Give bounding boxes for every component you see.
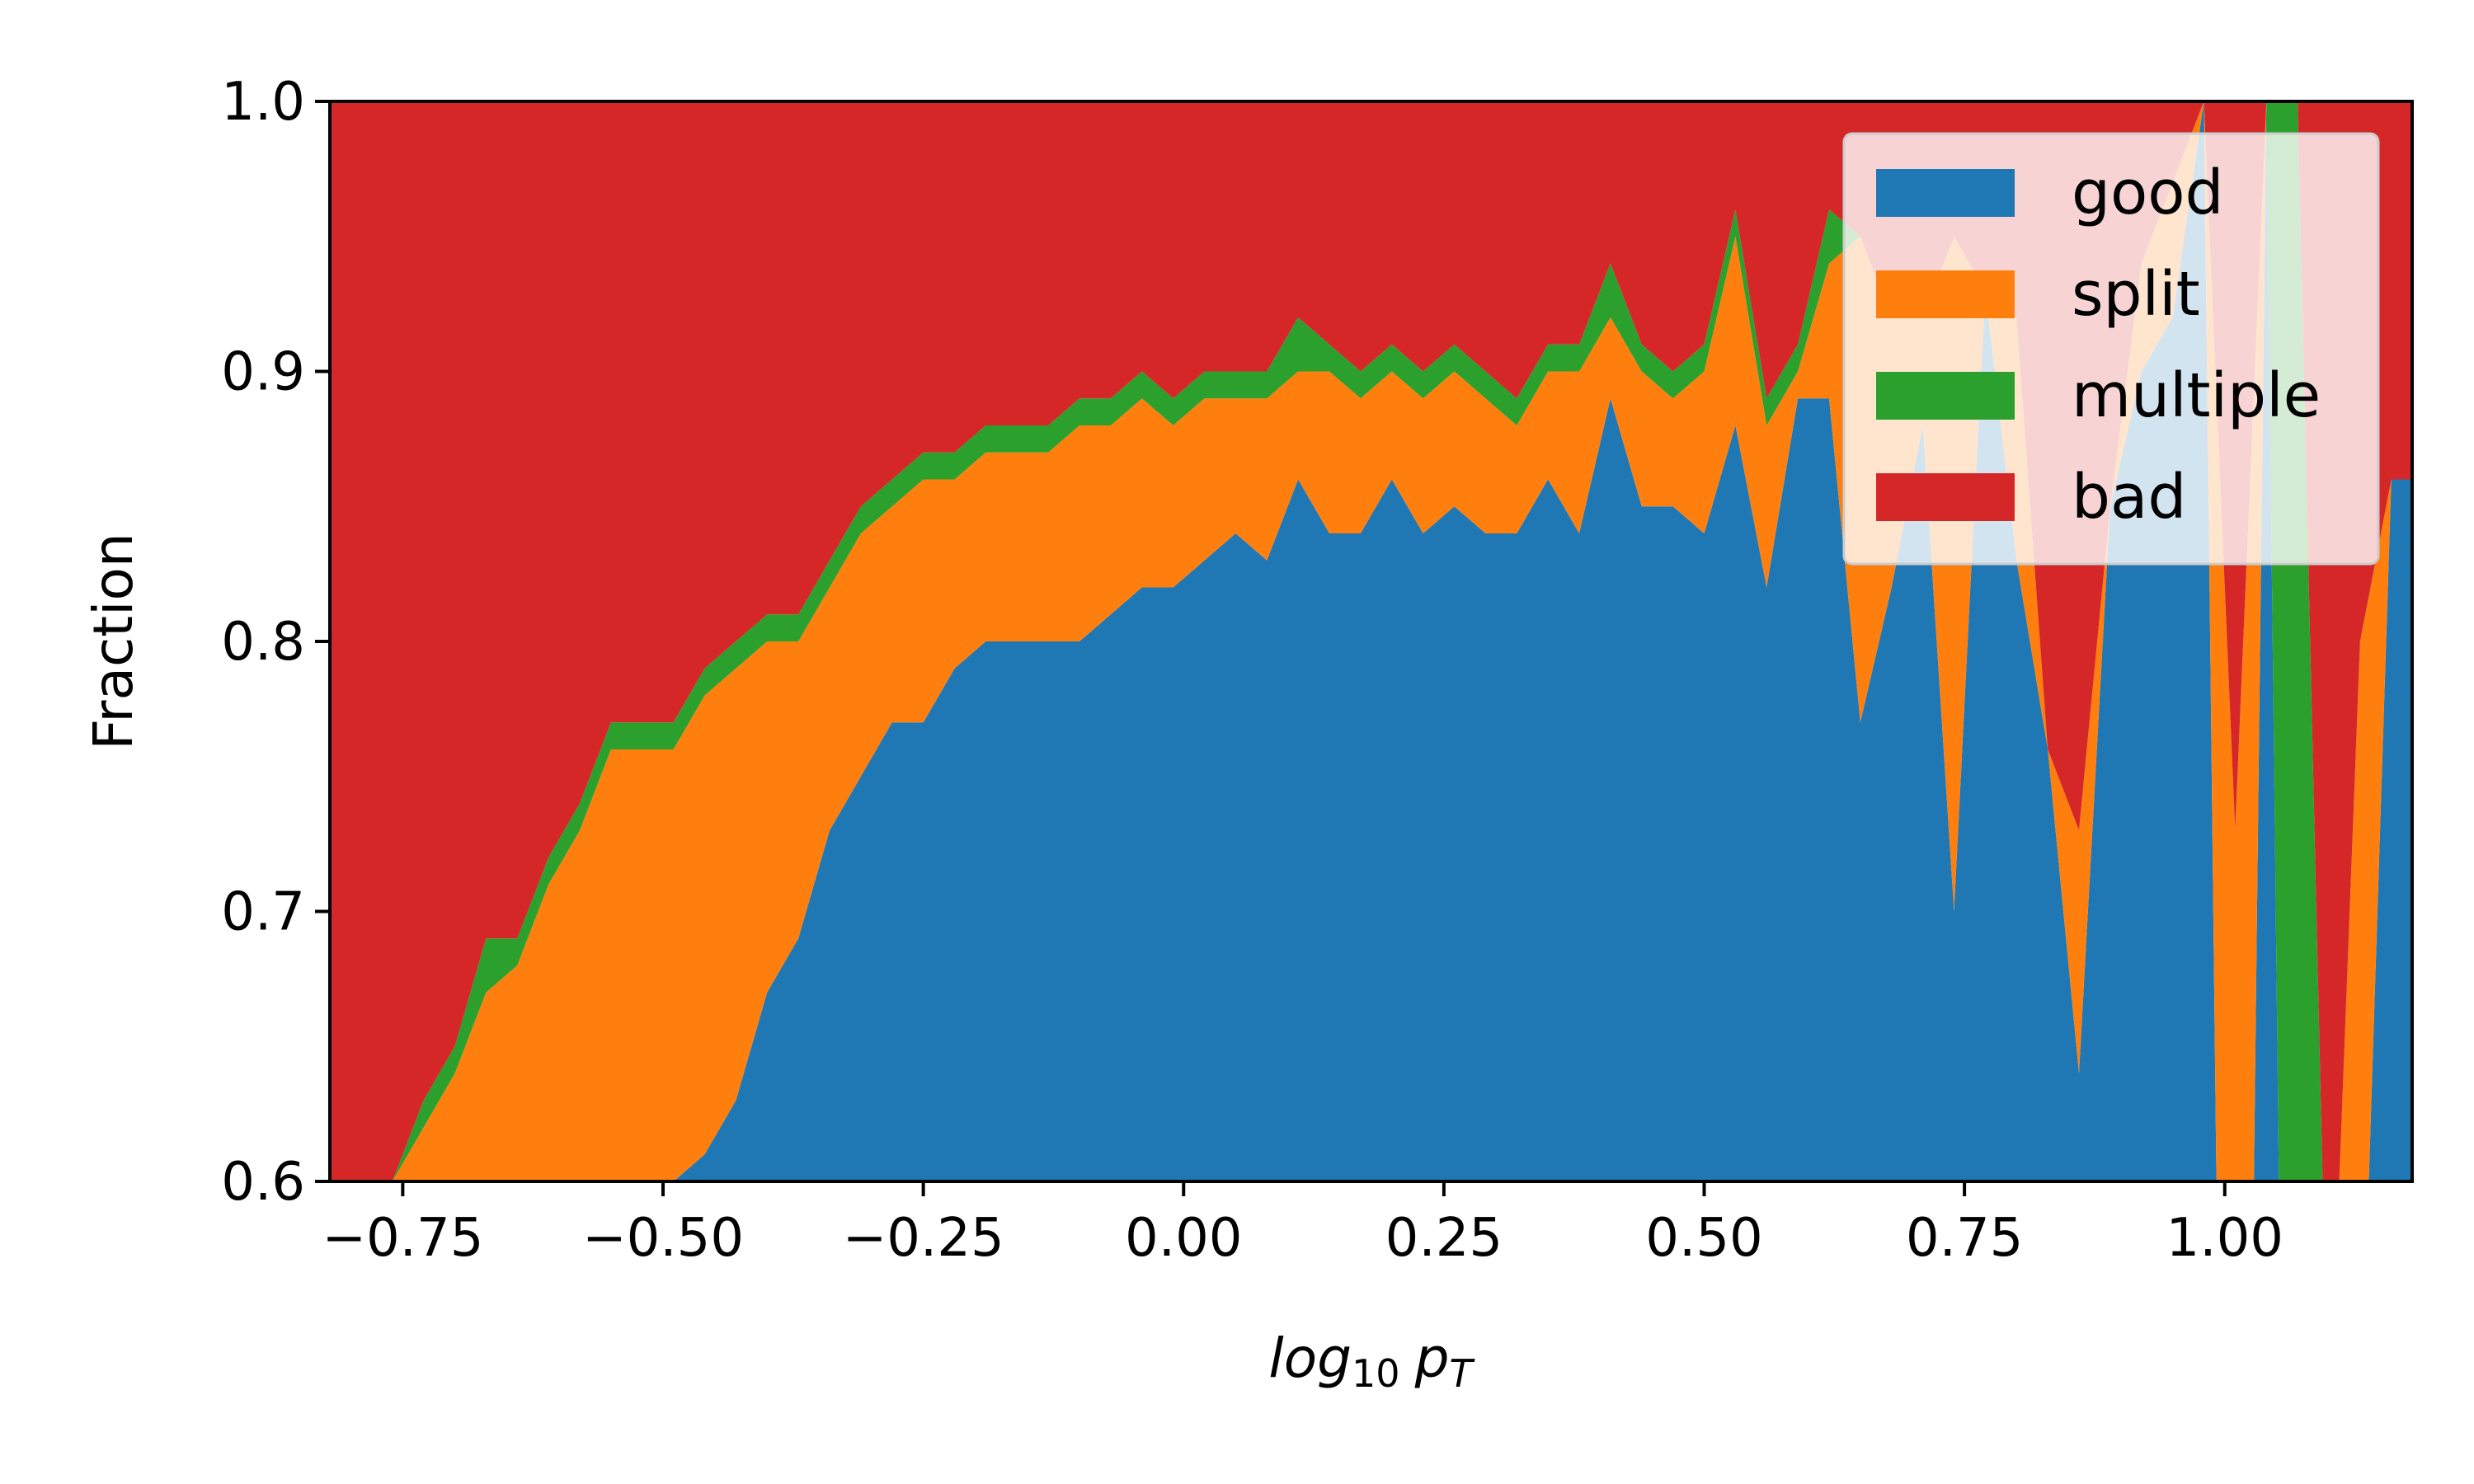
x-axis-ticks: −0.75 −0.50 −0.25 0.00 0.25 0.50 0.75 1.00 bbox=[322, 1181, 2284, 1269]
x-axis-label: log10 pT bbox=[1268, 1327, 1475, 1396]
legend-swatch-good bbox=[1876, 169, 2015, 217]
y-tick-label: 0.7 bbox=[221, 882, 305, 943]
x-tick-label: −0.75 bbox=[322, 1208, 483, 1269]
y-axis-label: Fraction bbox=[82, 533, 145, 749]
legend-swatch-bad bbox=[1876, 473, 2015, 521]
x-tick-label: 0.75 bbox=[1906, 1208, 2024, 1269]
y-tick-label: 0.8 bbox=[221, 612, 305, 673]
x-tick-label: −0.25 bbox=[843, 1208, 1004, 1269]
x-tick-label: 1.00 bbox=[2166, 1208, 2284, 1269]
x-tick-label: −0.50 bbox=[582, 1208, 744, 1269]
legend-label-good: good bbox=[2072, 157, 2224, 228]
legend-swatch-multiple bbox=[1876, 372, 2015, 420]
x-tick-label: 0.00 bbox=[1125, 1208, 1243, 1269]
legend: good split multiple bad bbox=[1844, 134, 2378, 564]
legend-label-split: split bbox=[2072, 259, 2200, 330]
y-tick-label: 0.6 bbox=[221, 1152, 305, 1213]
x-tick-label: 0.25 bbox=[1385, 1208, 1503, 1269]
legend-label-bad: bad bbox=[2072, 462, 2186, 533]
y-axis-ticks: 0.6 0.7 0.8 0.9 1.0 bbox=[221, 72, 330, 1213]
x-tick-label: 0.50 bbox=[1645, 1208, 1763, 1269]
legend-swatch-split bbox=[1876, 270, 2015, 318]
y-tick-label: 0.9 bbox=[221, 342, 305, 403]
legend-label-multiple: multiple bbox=[2072, 360, 2321, 431]
y-tick-label: 1.0 bbox=[221, 72, 305, 133]
